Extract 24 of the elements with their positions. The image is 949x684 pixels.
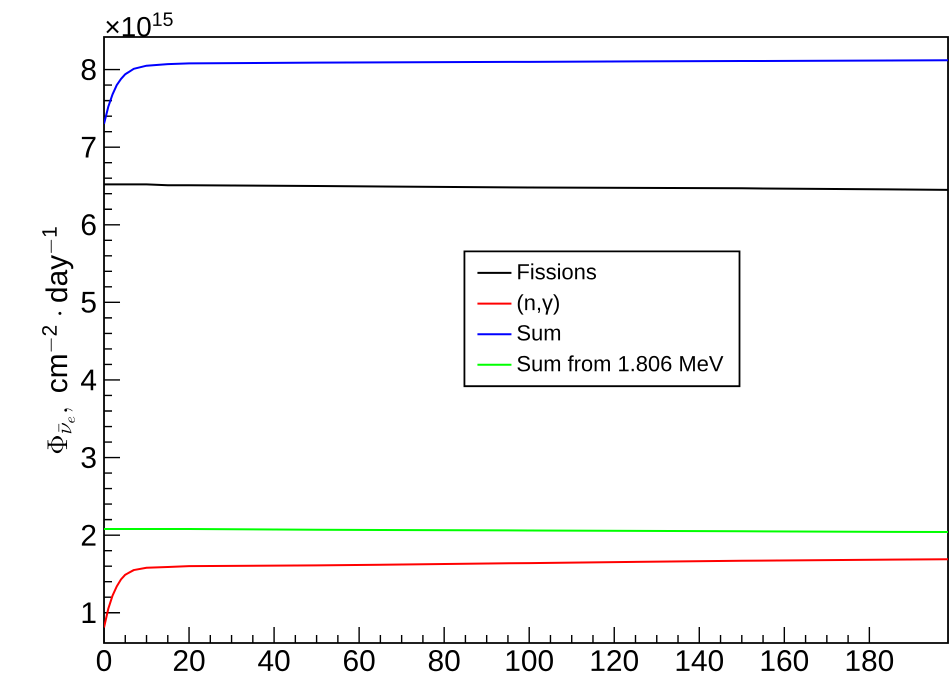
x-tick-label: 20 [174,650,204,672]
y-tick-label: 1 [82,602,96,624]
y-tick-label: 7 [82,136,96,158]
x-tick-label: 120 [592,650,638,672]
legend-label: Sum from 1.806 MeV [517,355,724,372]
legend-label: Fissions [518,263,596,280]
text: ×10$^{15}$ [106,12,173,37]
x-tick-label: 180 [846,650,894,672]
x-tick-label: 0 [96,650,112,672]
y-tick-label: 6 [82,214,96,236]
y-tick-label: 5 [82,292,96,313]
x-tick-label: 100 [506,650,553,672]
x-tick-label: 40 [258,650,290,672]
legend-label: (n,γ) [518,294,559,315]
x-tick-label: 140 [676,650,724,672]
y-tick-label: 8 [82,58,96,80]
y-tick-label: 4 [81,370,96,390]
y-tick-label: 2 [82,524,96,546]
legend-label: Sum [517,325,560,341]
y-axis-title: $\Phi_{\bar{\nu}_e},\ \mathrm{cm^{-2}\cdot day^{-1}}$ [42,227,75,454]
x-tick-label: 60 [344,650,375,672]
y-tick-label: 3 [81,446,96,468]
x-tick-label: 80 [428,650,460,672]
x-tick-label: 160 [762,650,808,672]
